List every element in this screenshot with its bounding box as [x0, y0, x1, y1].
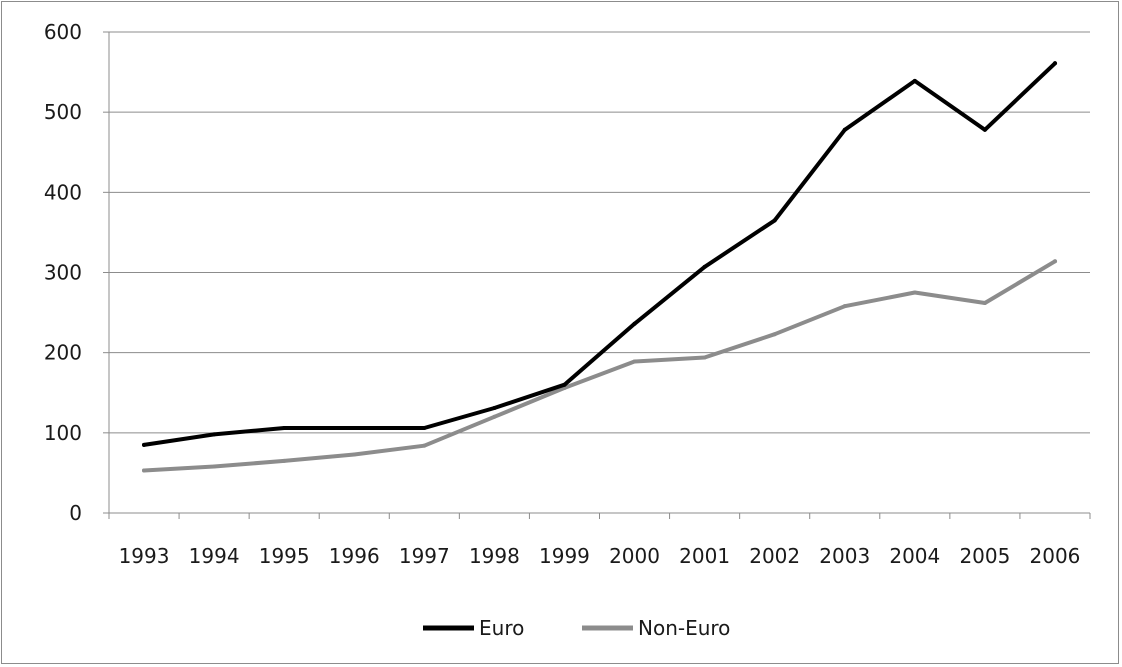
data-point [842, 304, 847, 309]
y-tick-label: 100 [44, 421, 82, 445]
x-tick-label: 1996 [329, 544, 380, 568]
data-point [912, 78, 917, 83]
data-point [142, 442, 147, 447]
data-point [1052, 61, 1057, 66]
data-point [212, 432, 217, 437]
x-tick-label: 2004 [889, 544, 940, 568]
x-tick-label: 2005 [959, 544, 1010, 568]
data-point [912, 290, 917, 295]
series-lines [142, 61, 1057, 473]
data-point [422, 426, 427, 431]
legend: Euro Non-Euro [423, 616, 730, 640]
x-tick-label: 1993 [119, 544, 170, 568]
x-tick-label: 2003 [819, 544, 870, 568]
gridlines [109, 31, 1090, 434]
data-point [1052, 259, 1057, 264]
axes [103, 31, 1091, 519]
data-point [142, 468, 147, 473]
x-tick-label: 2002 [749, 544, 800, 568]
data-point [212, 464, 217, 469]
y-tick-label: 0 [69, 501, 82, 525]
y-tick-label: 300 [44, 261, 82, 285]
data-point [772, 218, 777, 223]
data-point [492, 414, 497, 419]
y-tick-label: 500 [44, 100, 82, 124]
data-point [282, 458, 287, 463]
data-point [492, 405, 497, 410]
legend-label: Euro [479, 616, 524, 640]
x-tick-label: 1999 [539, 544, 590, 568]
data-point [352, 452, 357, 457]
x-tick-labels: 1993 1994 1995 1996 1997 1998 1999 2000 2001 2002… [119, 544, 1081, 568]
data-point [632, 321, 637, 326]
x-tick-label: 1997 [399, 544, 450, 568]
y-tick-label: 200 [44, 341, 82, 365]
data-point [982, 300, 987, 305]
y-tick-label: 600 [44, 20, 82, 44]
data-point [632, 359, 637, 364]
data-point [702, 355, 707, 360]
x-tick-label: 2006 [1030, 544, 1081, 568]
y-tick-label: 400 [44, 180, 82, 204]
x-tick-label: 1994 [189, 544, 240, 568]
data-point [352, 426, 357, 431]
data-point [422, 443, 427, 448]
data-point [982, 127, 987, 132]
data-point [562, 382, 567, 387]
data-point [772, 332, 777, 337]
y-tick-labels: 0 100 200 300 400 500 600 [44, 20, 82, 525]
legend-label: Non-Euro [638, 616, 730, 640]
series-line-non-euro [142, 259, 1057, 473]
data-point [842, 127, 847, 132]
data-point [282, 426, 287, 431]
x-tick-label: 1995 [259, 544, 310, 568]
series-line-euro [142, 61, 1057, 447]
x-tick-label: 2001 [679, 544, 730, 568]
x-tick-label: 2000 [609, 544, 660, 568]
data-point [702, 264, 707, 269]
x-tick-label: 1998 [469, 544, 520, 568]
